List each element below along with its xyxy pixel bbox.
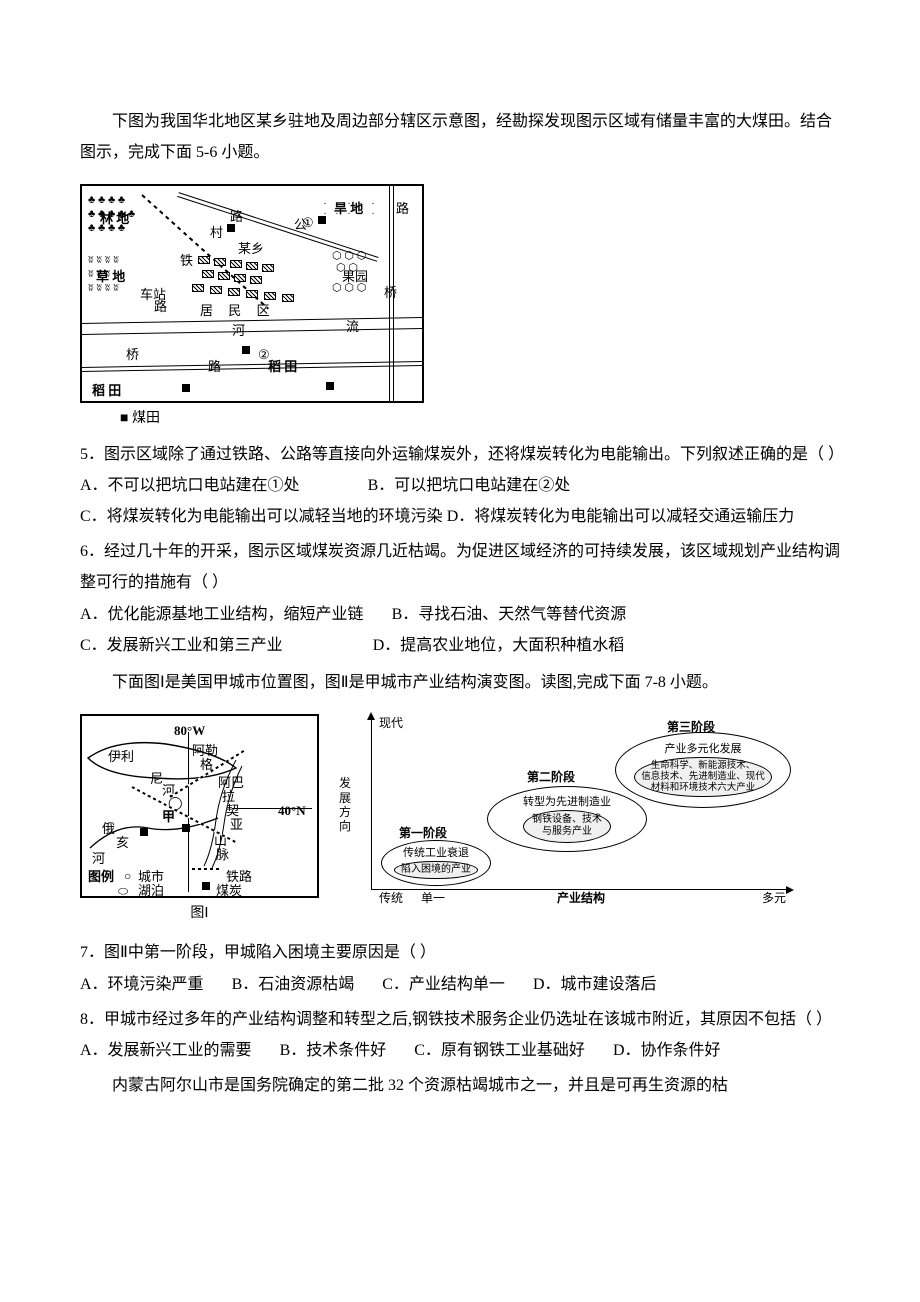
figure-2-map: 80°W 伊利 阿勒 格 尼 河 ◯ 甲 阿巴 拉 契 亚 山 脉 (80, 714, 319, 898)
figure-2-row: 80°W 伊利 阿勒 格 尼 河 ◯ 甲 阿巴 拉 契 亚 山 脉 (80, 714, 840, 927)
q7-opt-c: C．产业结构单一 (382, 969, 505, 1000)
figure-2-map-wrap: 80°W 伊利 阿勒 格 尼 河 ◯ 甲 阿巴 拉 契 亚 山 脉 (80, 714, 319, 927)
q6-opt-d: D．提高农业地位，大面积种植水稻 (373, 630, 625, 661)
phase3-line2: 生命科学、新能源技术、 (641, 761, 765, 772)
q6-stem: 6．经过几十年的开采，图示区域煤炭资源几近枯竭。为促进区域经济的可持续发展，该区… (80, 536, 840, 598)
label-village: 村 (210, 220, 223, 245)
tail-paragraph: 内蒙古阿尔山市是国务院确定的第二批 32 个资源枯竭城市之一，并且是可再生资源的… (80, 1070, 840, 1101)
q8-opt-c: C．原有钢铁工业基础好 (414, 1035, 585, 1066)
q5-opt-c: C．将煤炭转化为电能输出可以减轻当地的环境污染 (80, 508, 443, 525)
x-right: 多元 (762, 887, 786, 910)
q5-opt-b: B．可以把坑口电站建在②处 (368, 470, 571, 501)
marker-1: ① (302, 210, 314, 235)
label-road-a: 路 (154, 294, 167, 319)
label-township: 某乡 (238, 236, 264, 261)
figure-1-caption: ■ 煤田 (120, 405, 840, 432)
legend-title: 图例 (88, 864, 114, 889)
q7-opt-a: A．环境污染严重 (80, 969, 204, 1000)
x-mid: 产业结构 (557, 887, 605, 910)
q7-stem: 7．图Ⅱ中第一阶段，甲城陷入困境主要原因是（ ） (80, 937, 840, 968)
figure-2-evolution: 现代 发展方向 传统 单一 产业结构 多元 第一阶段 传统工业衰退 陷入困境的产… (337, 714, 792, 914)
map-lat: 40°N (278, 798, 306, 823)
legend-lake: 湖泊 (138, 878, 164, 898)
q5-opt-d: D．将煤炭转化为电能输出可以减轻交通运输压力 (447, 508, 795, 525)
q7-opt-d: D．城市建设落后 (533, 969, 657, 1000)
legend-coal: 煤炭 (216, 878, 242, 898)
phase1-line1: 传统工业衰退 (403, 847, 469, 861)
q8-opt-b: B．技术条件好 (280, 1035, 387, 1066)
label-grass: 草 地 (96, 264, 125, 289)
phase2-line1: 转型为先进制造业 (523, 796, 611, 810)
label-river-liu: 流 (346, 314, 359, 339)
phase3-line1: 产业多元化发展 (665, 743, 742, 757)
label-paddy2: 稻 田 (268, 354, 297, 379)
label-bridge2: 桥 (126, 342, 139, 367)
y-bottom: 传统 (379, 887, 403, 910)
map-yili: 伊利 (108, 744, 134, 769)
q6-opt-a: A．优化能源基地工业结构，缩短产业链 (80, 599, 364, 630)
intro-2: 下面图Ⅰ是美国甲城市位置图，图Ⅱ是甲城市产业结构演变图。读图,完成下面 7-8 … (80, 667, 840, 698)
label-dryland: 旱 地 (334, 196, 363, 221)
phase2-line3: 与服务产业 (532, 826, 602, 839)
label-river-he: 河 (232, 318, 245, 343)
y-top: 现代 (379, 712, 403, 735)
figure-1-map: ♣ ♣ ♣ ♣ ♣ ♣ ♣ ♣ ♣ ♣ ♣ ♣ ♣ 林 地 ʬ ʬ ʬ ʬ ʬ … (80, 184, 424, 403)
figure-2-map-caption: 图Ⅰ (80, 900, 319, 927)
marker-2: ② (258, 342, 270, 367)
label-lu1: 路 (230, 204, 243, 229)
q8-opt-a: A．发展新兴工业的需要 (80, 1035, 252, 1066)
label-railway: 铁 (180, 248, 193, 273)
phase1-line2: 陷入困境的产业 (394, 861, 478, 880)
intro-1: 下图为我国华北地区某乡驻地及周边部分辖区示意图，经勘探发现图示区域有储量丰富的大… (80, 106, 840, 168)
q7-opt-b: B．石油资源枯竭 (232, 969, 355, 1000)
q5-stem: 5．图示区域除了通过铁路、公路等直接向外运输煤炭外，还将煤炭转化为电能输出。下列… (80, 439, 840, 470)
label-forest: 林 地 (100, 206, 129, 231)
q6-opt-b: B．寻找石油、天然气等替代资源 (392, 599, 627, 630)
q5-opt-a: A．不可以把坑口电站建在①处 (80, 470, 300, 501)
phase3-line3: 信息技术、先进制造业、现代 (641, 772, 765, 783)
q8-opt-d: D．协作条件好 (613, 1035, 721, 1066)
q8-stem: 8．甲城市经过多年的产业结构调整和转型之后,钢铁技术服务企业仍选址在该城市附近，… (80, 1004, 840, 1035)
phase3-line4: 材料和环境技术六大产业 (641, 783, 765, 794)
y-axis-label: 发展方向 (339, 776, 353, 834)
exam-page: 下图为我国华北地区某乡驻地及周边部分辖区示意图，经勘探发现图示区域有储量丰富的大… (0, 0, 920, 1161)
label-paddy1: 稻 田 (92, 378, 121, 403)
q6-opt-c: C．发展新兴工业和第三产业 (80, 630, 283, 661)
phase2-line2: 钢铁设备、技术 (532, 814, 602, 827)
x-left: 单一 (421, 887, 445, 910)
label-lu2: 路 (396, 196, 409, 221)
